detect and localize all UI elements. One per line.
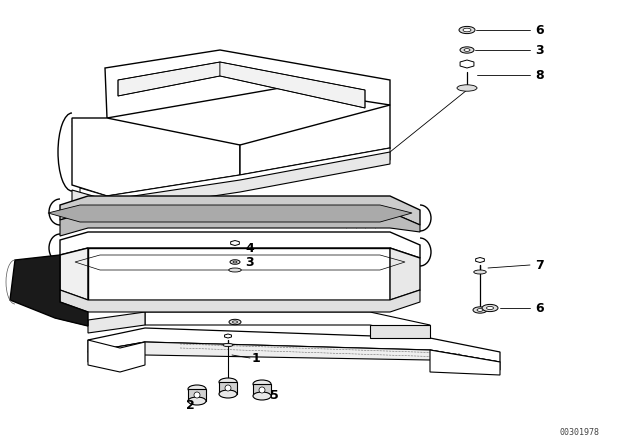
Text: 6: 6 bbox=[535, 23, 543, 36]
Polygon shape bbox=[60, 196, 420, 225]
Ellipse shape bbox=[194, 392, 200, 398]
Ellipse shape bbox=[253, 392, 271, 400]
Polygon shape bbox=[88, 340, 145, 372]
Ellipse shape bbox=[463, 28, 471, 32]
Polygon shape bbox=[88, 312, 145, 333]
Ellipse shape bbox=[459, 26, 475, 34]
Polygon shape bbox=[370, 325, 430, 338]
Polygon shape bbox=[430, 350, 500, 375]
Text: 2: 2 bbox=[186, 399, 195, 412]
Ellipse shape bbox=[460, 47, 474, 53]
Ellipse shape bbox=[259, 387, 265, 393]
Text: 00301978: 00301978 bbox=[560, 427, 600, 436]
Ellipse shape bbox=[223, 344, 233, 347]
Polygon shape bbox=[60, 232, 420, 258]
Polygon shape bbox=[118, 62, 220, 96]
Polygon shape bbox=[220, 62, 365, 108]
Ellipse shape bbox=[225, 385, 231, 391]
Ellipse shape bbox=[230, 260, 240, 264]
Polygon shape bbox=[253, 384, 271, 396]
Text: 7: 7 bbox=[535, 258, 544, 271]
Polygon shape bbox=[145, 312, 430, 338]
Polygon shape bbox=[105, 50, 390, 118]
Text: 5: 5 bbox=[270, 388, 279, 401]
Polygon shape bbox=[219, 382, 237, 394]
Text: 8: 8 bbox=[535, 69, 543, 82]
Polygon shape bbox=[188, 389, 206, 401]
Polygon shape bbox=[60, 248, 88, 300]
Ellipse shape bbox=[188, 397, 206, 405]
Ellipse shape bbox=[228, 268, 241, 272]
Polygon shape bbox=[80, 148, 390, 208]
Polygon shape bbox=[476, 258, 484, 263]
Ellipse shape bbox=[253, 380, 271, 388]
Ellipse shape bbox=[482, 304, 498, 312]
Polygon shape bbox=[48, 205, 412, 222]
Polygon shape bbox=[390, 248, 420, 300]
Text: 4: 4 bbox=[245, 241, 253, 254]
Text: 3: 3 bbox=[535, 43, 543, 56]
Polygon shape bbox=[460, 60, 474, 68]
Ellipse shape bbox=[232, 321, 237, 323]
Ellipse shape bbox=[233, 261, 237, 263]
Ellipse shape bbox=[188, 385, 206, 393]
Ellipse shape bbox=[219, 378, 237, 386]
Polygon shape bbox=[60, 212, 420, 236]
Ellipse shape bbox=[474, 270, 486, 274]
Ellipse shape bbox=[464, 49, 470, 52]
Ellipse shape bbox=[457, 85, 477, 91]
Polygon shape bbox=[60, 290, 420, 312]
Polygon shape bbox=[225, 334, 232, 338]
Polygon shape bbox=[72, 152, 390, 212]
Text: 3: 3 bbox=[245, 255, 253, 268]
Polygon shape bbox=[88, 342, 500, 370]
Polygon shape bbox=[88, 248, 390, 300]
Ellipse shape bbox=[229, 319, 241, 325]
Ellipse shape bbox=[477, 309, 483, 311]
Polygon shape bbox=[10, 255, 88, 326]
Text: 6: 6 bbox=[535, 302, 543, 314]
Ellipse shape bbox=[473, 307, 487, 313]
Polygon shape bbox=[88, 328, 500, 362]
Polygon shape bbox=[230, 241, 239, 246]
Polygon shape bbox=[72, 118, 240, 196]
Text: 1: 1 bbox=[252, 352, 260, 365]
Ellipse shape bbox=[486, 306, 493, 310]
Ellipse shape bbox=[219, 390, 237, 398]
Polygon shape bbox=[240, 105, 390, 175]
